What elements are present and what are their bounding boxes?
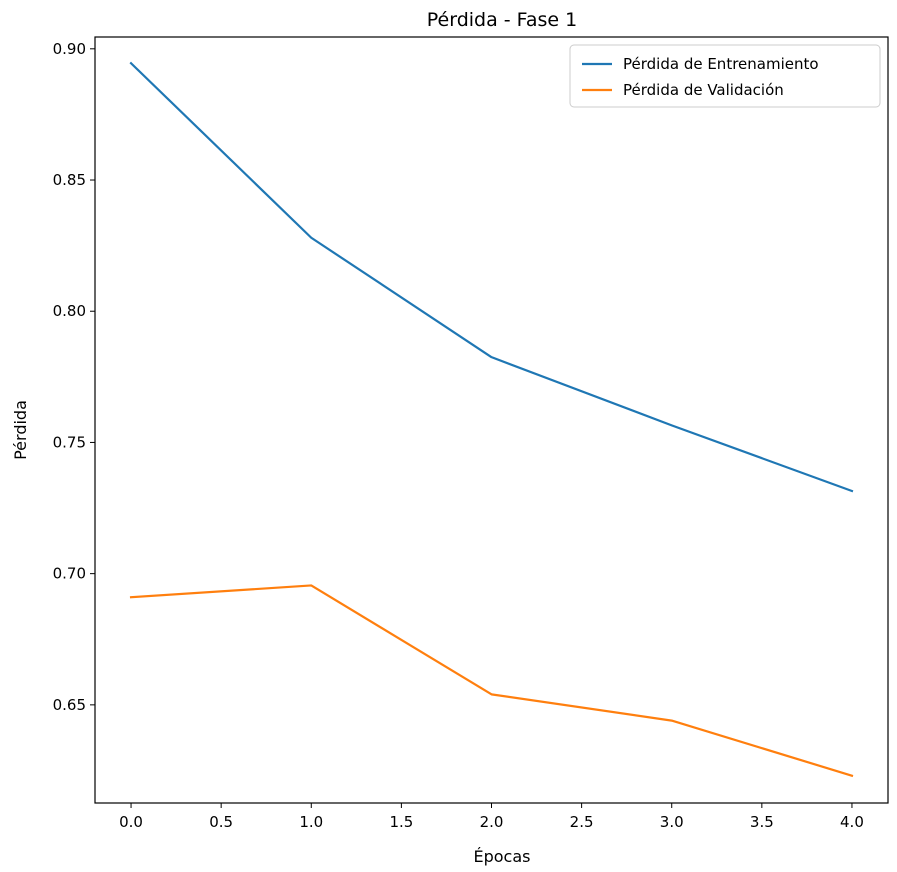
legend: Pérdida de Entrenamiento Pérdida de Valid… <box>569 44 881 108</box>
series-line-2 <box>129 584 854 778</box>
x-tick-label: 1.5 <box>389 813 413 831</box>
x-tick-label: 4.0 <box>840 813 864 831</box>
x-tick-label: 0.0 <box>119 813 143 831</box>
y-tick-label: 0.70 <box>53 565 86 583</box>
x-tick-label: 0.5 <box>209 813 233 831</box>
y-tick-label: 0.85 <box>53 171 86 189</box>
series-line-1 <box>129 61 854 493</box>
y-tick-label: 0.80 <box>53 302 86 320</box>
y-tick-label: 0.90 <box>53 40 86 58</box>
x-tick-label: 2.5 <box>570 813 594 831</box>
x-tick-label: 2.0 <box>480 813 504 831</box>
chart-title: Pérdida - Fase 1 <box>427 9 577 31</box>
x-tick-label: 3.5 <box>750 813 774 831</box>
x-axis: 0.0 0.5 1.0 1.5 2.0 2.5 3.0 3.5 4.0 <box>119 803 864 831</box>
y-tick-label: 0.65 <box>53 696 86 714</box>
x-axis-label: Épocas <box>474 847 531 866</box>
series-layer <box>129 61 854 778</box>
legend-label-1: Pérdida de Entrenamiento <box>623 55 819 73</box>
y-tick-label: 0.75 <box>53 433 86 451</box>
legend-label-2: Pérdida de Validación <box>623 81 784 99</box>
x-tick-label: 3.0 <box>660 813 684 831</box>
x-tick-label: 1.0 <box>299 813 323 831</box>
y-axis-label: Pérdida <box>11 400 30 460</box>
y-axis: 0.65 0.70 0.75 0.80 0.85 0.90 <box>53 40 95 714</box>
legend-box <box>569 44 881 108</box>
